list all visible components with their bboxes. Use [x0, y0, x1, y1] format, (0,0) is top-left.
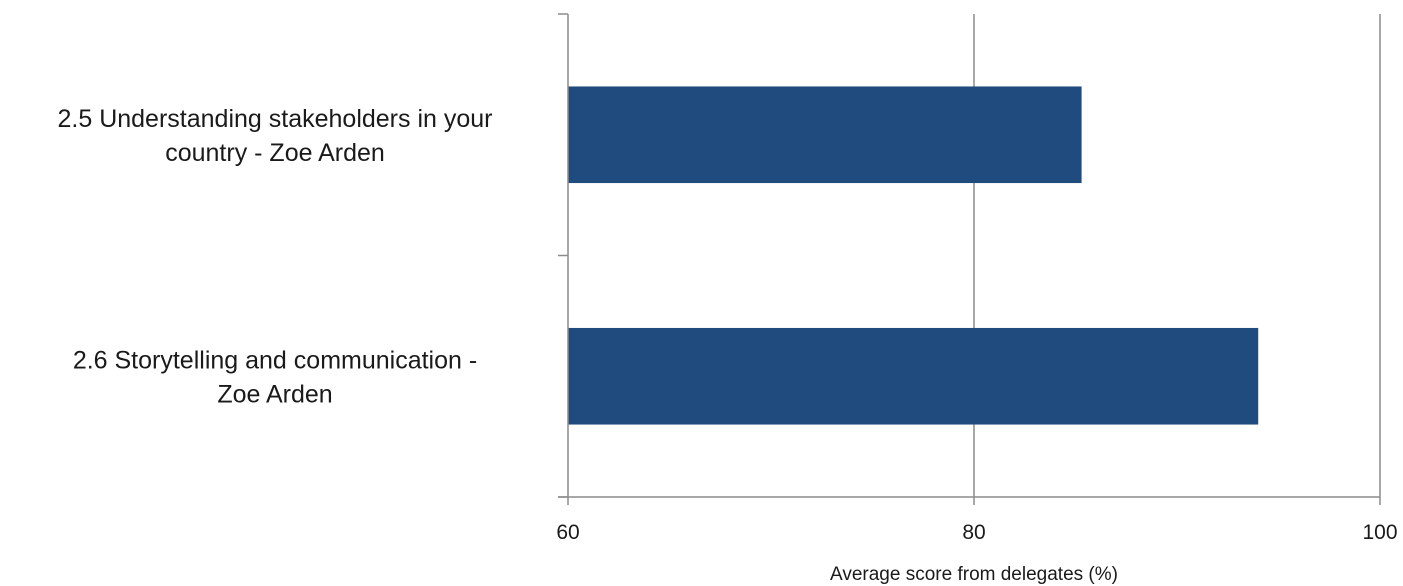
category-label-line: 2.6 Storytelling and communication -: [73, 346, 477, 374]
category-labels: 2.5 Understanding stakeholders in your co…: [58, 105, 493, 409]
bar-1: [568, 86, 1082, 184]
category-label-line: Zoe Arden: [217, 380, 332, 408]
category-label-1: 2.5 Understanding stakeholders in your co…: [58, 105, 493, 167]
category-label-line: country - Zoe Arden: [165, 139, 385, 167]
x-axis-title: Average score from delegates (%): [830, 564, 1118, 585]
x-tick-label-60: 60: [556, 521, 579, 544]
tick-labels: 60 80 100: [556, 521, 1397, 544]
bar-2: [568, 327, 1259, 425]
axes: [558, 13, 1381, 505]
x-tick-label-80: 80: [962, 521, 985, 544]
x-tick-label-100: 100: [1362, 521, 1397, 544]
category-label-2: 2.6 Storytelling and communication - Zoe …: [73, 346, 477, 408]
category-label-line: 2.5 Understanding stakeholders in your: [58, 105, 493, 133]
bars: [568, 86, 1259, 425]
